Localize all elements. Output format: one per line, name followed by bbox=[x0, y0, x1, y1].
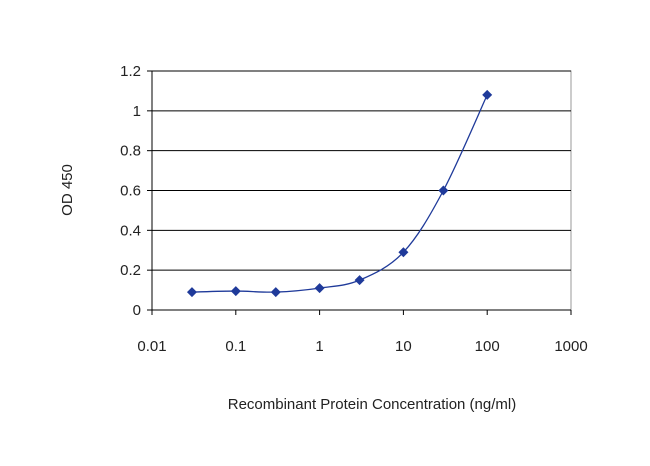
data-point bbox=[438, 185, 449, 196]
y-tick-label: 0.2 bbox=[120, 262, 141, 279]
data-point bbox=[186, 287, 197, 298]
y-tick-label: 0.6 bbox=[120, 183, 141, 200]
x-tick-label: 0.01 bbox=[137, 338, 166, 355]
y-tick-label: 0.8 bbox=[120, 143, 141, 160]
y-axis-title: OD 450 bbox=[59, 164, 76, 216]
y-tick-label: 1.2 bbox=[120, 63, 141, 80]
x-tick-label: 100 bbox=[475, 338, 500, 355]
x-tick-label: 10 bbox=[395, 338, 412, 355]
y-tick-label: 0 bbox=[133, 302, 141, 319]
series-layer bbox=[186, 89, 493, 298]
data-point bbox=[482, 89, 493, 100]
y-tick-label: 0.4 bbox=[120, 222, 141, 239]
x-axis-ticks: 0.01 0.1 1 10 100 1000 bbox=[137, 310, 588, 355]
data-point bbox=[398, 247, 409, 258]
data-point bbox=[354, 275, 365, 286]
data-point bbox=[314, 283, 325, 294]
data-point bbox=[270, 287, 281, 298]
x-axis-title: Recombinant Protein Concentration (ng/ml… bbox=[228, 396, 516, 413]
gridlines bbox=[152, 70, 571, 271]
x-tick-label: 0.1 bbox=[225, 338, 246, 355]
y-axis-ticks: 0 0.2 0.4 0.6 0.8 1 1.2 bbox=[120, 63, 152, 319]
y-tick-label: 1 bbox=[133, 103, 141, 120]
data-point bbox=[230, 286, 241, 297]
x-tick-label: 1000 bbox=[554, 338, 587, 355]
x-tick-label: 1 bbox=[315, 338, 323, 355]
